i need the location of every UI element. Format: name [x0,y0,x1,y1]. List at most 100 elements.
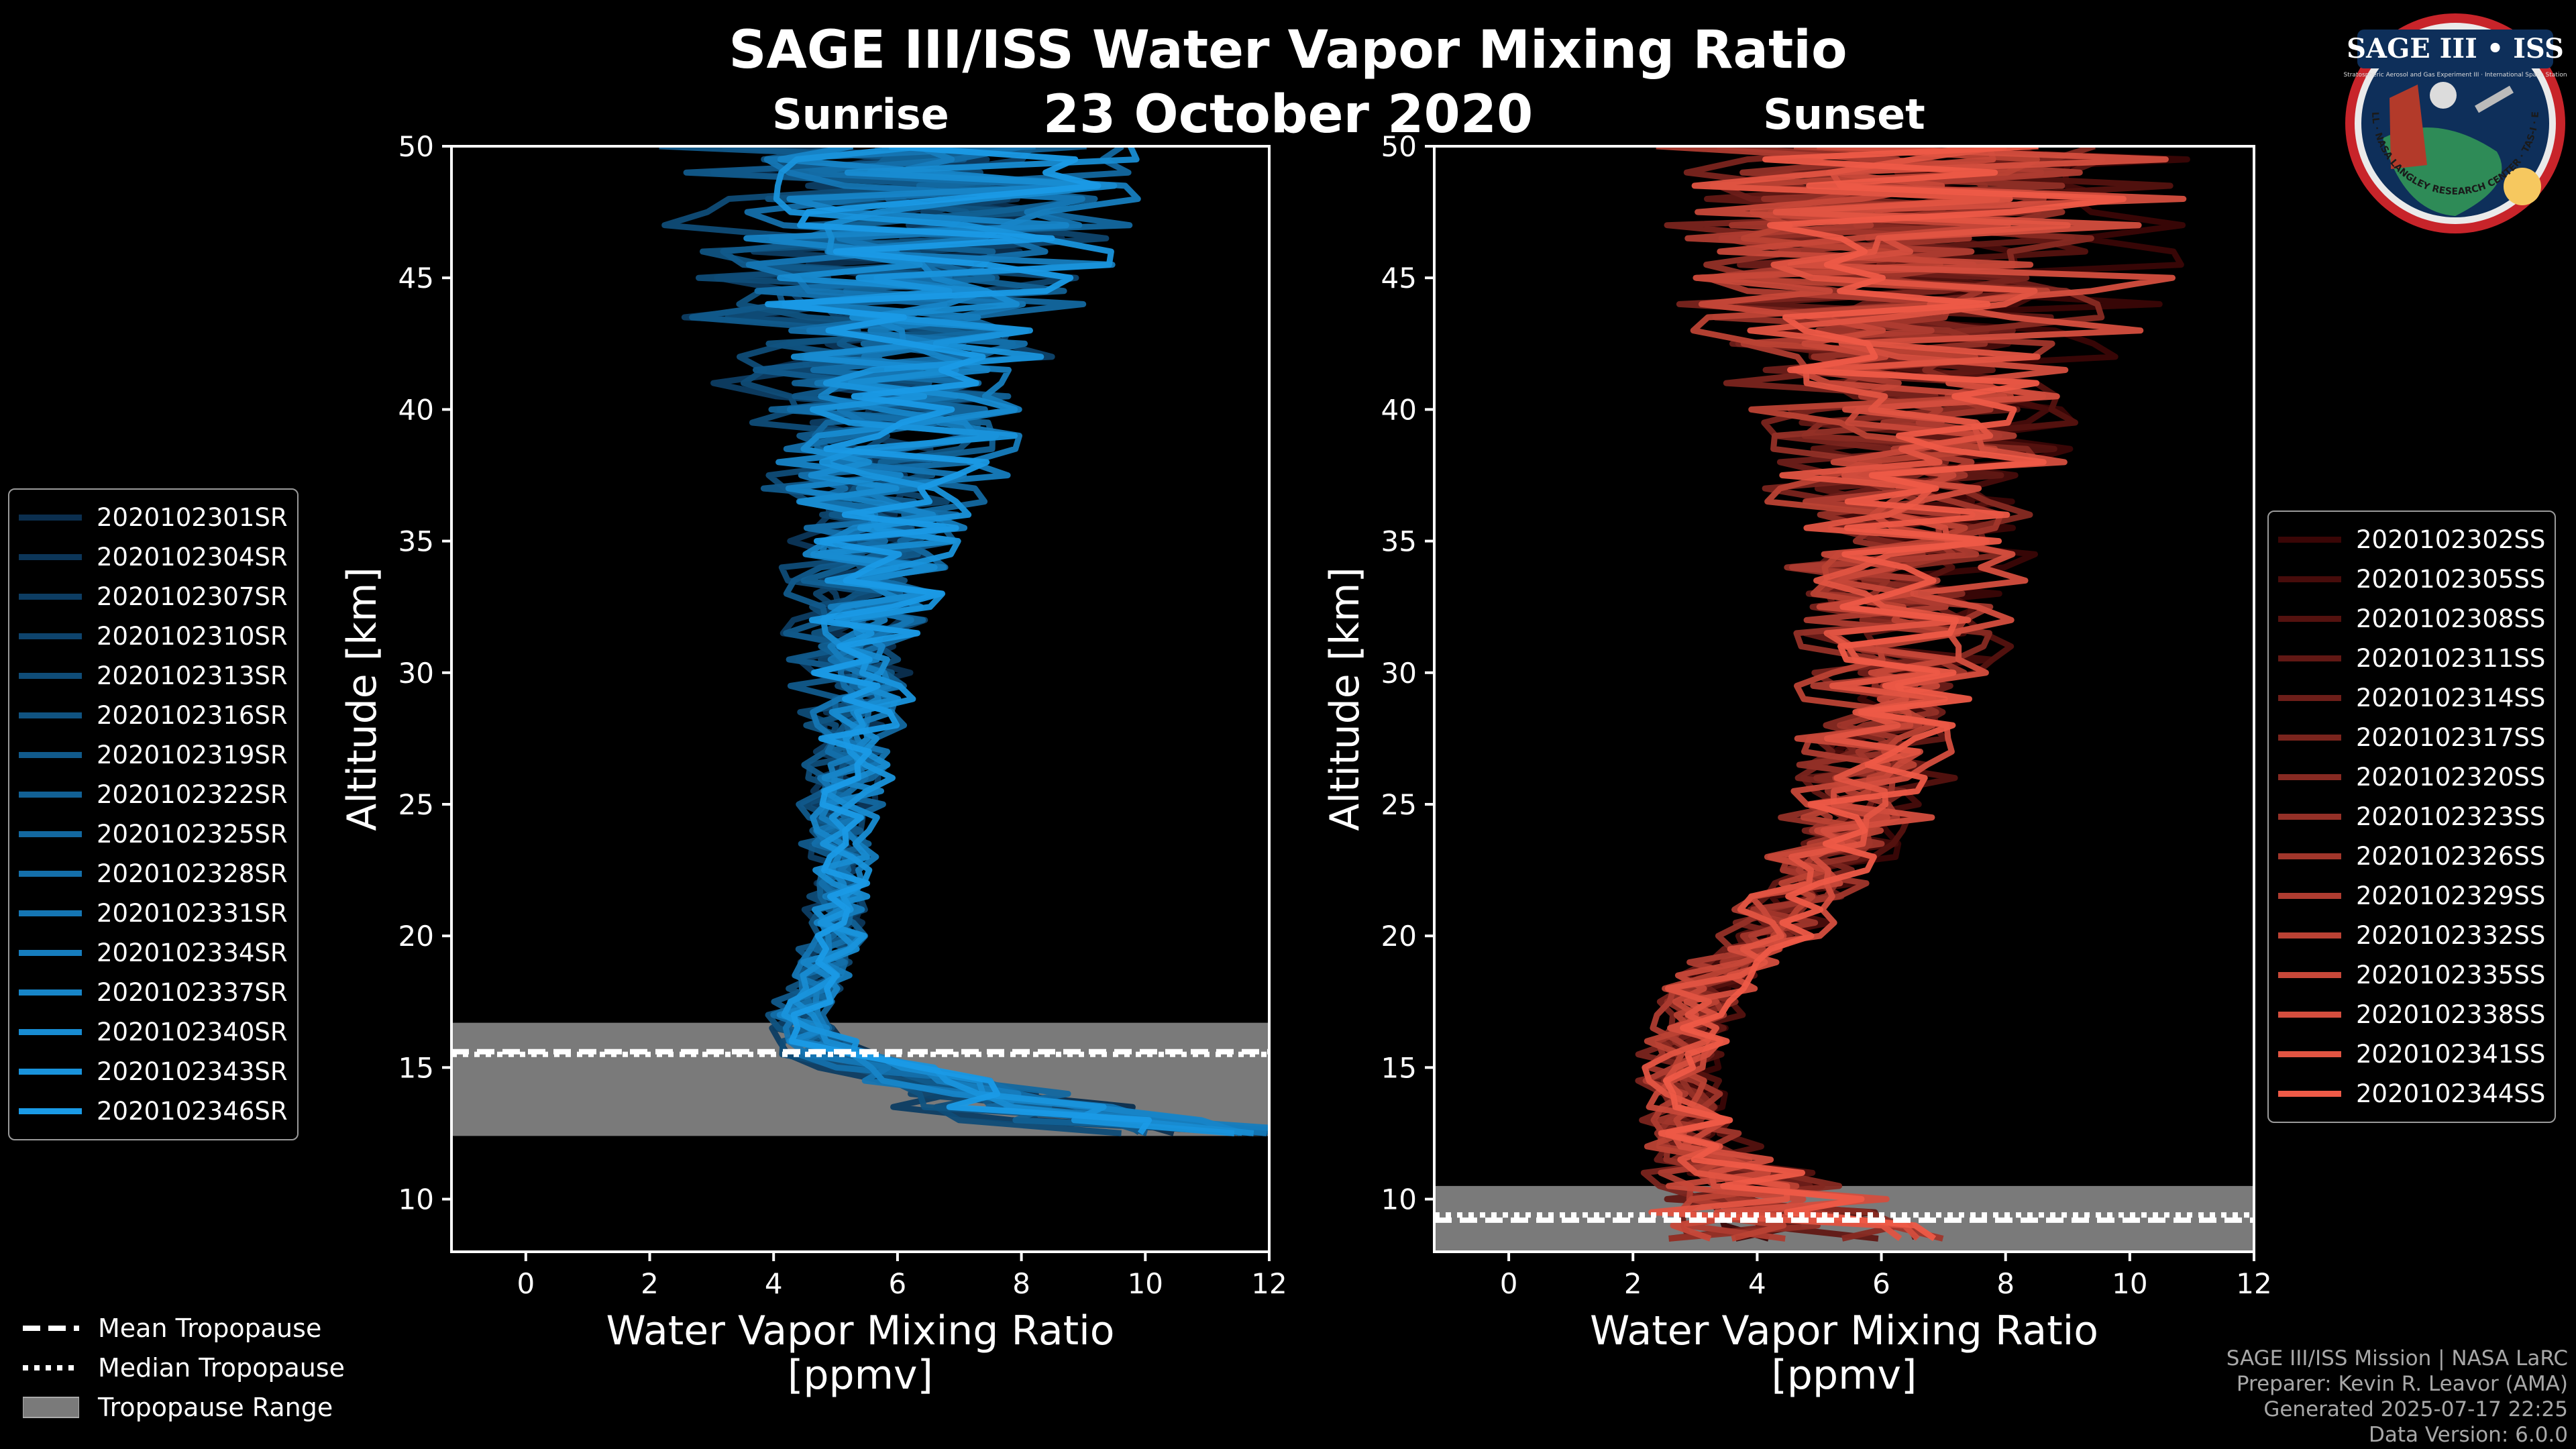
legend-label: 2020102343SR [97,1057,288,1086]
legend-label: 2020102314SS [2356,684,2546,712]
legend-label: 2020102319SR [97,741,288,769]
legend-entry-2020102344SS: 2020102344SS [2278,1074,2545,1114]
legend-entry-2020102334SR: 2020102334SR [19,933,288,973]
legend-label: 2020102311SS [2356,644,2546,673]
sunrise-plot-area [451,146,1269,1136]
legend-swatch [2278,972,2341,978]
legend-label: 2020102325SR [97,820,288,849]
legend-swatch [2278,1012,2341,1018]
legend-swatch [2278,537,2341,543]
legend-entry-2020102301SR: 2020102301SR [19,498,288,537]
sunset-axes-frame [1433,145,2255,1253]
sunset-ytick-label: 25 [1381,788,1417,821]
legend-median-tropopause: Median Tropopause [23,1348,345,1387]
legend-swatch [2278,576,2341,582]
legend-swatch [2278,735,2341,741]
sunrise-profile-2020102340SR [777,146,1254,1136]
sunrise-axes-frame [450,145,1271,1253]
credits-mission: SAGE III/ISS Mission | NASA LaRC [2226,1346,2568,1371]
legend-swatch [19,792,82,798]
legend-entry-2020102305SS: 2020102305SS [2278,559,2545,599]
sunrise-xtick-label: 12 [1251,1267,1287,1300]
sunrise-ytick-label: 50 [398,130,434,163]
legend-entry-2020102302SS: 2020102302SS [2278,520,2545,559]
legend-label: 2020102305SS [2356,565,2546,594]
sunset-profile-2020102332SS [1644,146,2051,1242]
sunset-ytick-label: 15 [1381,1051,1417,1084]
legend-label: 2020102320SS [2356,763,2546,792]
legend-label: 2020102313SR [97,661,288,690]
sunrise-xtick-label: 6 [889,1267,907,1300]
legend-swatch [19,554,82,560]
legend-label: 2020102307SR [97,582,288,611]
sunrise-ytick-label: 25 [398,788,434,821]
legend-entry-2020102319SR: 2020102319SR [19,735,288,775]
legend-swatch [2278,814,2341,820]
sunset-profile-2020102344SS [1658,146,2127,1242]
sunset-xlabel-line-1: [ppmv] [1772,1352,1917,1399]
sunset-xtick-label: 10 [2112,1267,2147,1300]
legend-swatch [19,950,82,956]
legend-label: 2020102301SR [97,503,288,532]
legend-label: 2020102328SR [97,859,288,888]
sunset-ytick-label: 35 [1381,525,1417,558]
sunset-ytick-label: 50 [1381,130,1417,163]
sunrise-profile-2020102319SR [659,146,1148,1136]
sunrise-ylabel: Altitude [km] [339,567,386,831]
legend-swatch [2278,655,2341,661]
legend-swatch [19,673,82,679]
legend-entry-2020102325SR: 2020102325SR [19,814,288,854]
legend-swatch [19,1108,82,1114]
sunset-xtick-label: 4 [1748,1267,1766,1300]
sun-icon [2504,168,2541,205]
legend-label: 2020102332SS [2356,921,2546,950]
legend-entry-2020102346SR: 2020102346SR [19,1091,288,1131]
dashed-line-swatch [23,1325,79,1331]
legend-entry-2020102343SR: 2020102343SR [19,1052,288,1091]
sunrise-profile-2020102346SR [765,146,1152,1135]
legend-label: 2020102326SS [2356,842,2546,871]
sunrise-ytick-label: 30 [398,657,434,690]
legend-entry-2020102313SR: 2020102313SR [19,656,288,696]
legend-entry-2020102314SS: 2020102314SS [2278,678,2545,718]
legend-label: 2020102340SR [97,1018,288,1046]
sunset-ylabel: Altitude [km] [1322,567,1368,831]
legend-entry-2020102329SS: 2020102329SS [2278,876,2545,916]
sunset-xlabel-line-0: Water Vapor Mixing Ratio [1590,1307,2098,1354]
legend-entry-2020102316SR: 2020102316SR [19,696,288,735]
sunrise-legend: 2020102301SR 2020102304SR 2020102307SR 2020… [8,488,299,1140]
legend-entry-2020102335SS: 2020102335SS [2278,955,2545,995]
sunset-xtick-label: 6 [1872,1267,1890,1300]
legend-swatch [2278,774,2341,780]
sunrise-ytick-label: 45 [398,262,434,294]
legend-label: 2020102346SR [97,1097,288,1126]
legend-swatch [19,1069,82,1075]
legend-entry-2020102326SS: 2020102326SS [2278,837,2545,876]
logo-subtitle: Stratospheric Aerosol and Gas Experiment… [2343,72,2567,78]
logo-text: SAGE III • ISS [2347,33,2564,64]
legend-label: 2020102316SR [97,701,288,730]
legend-swatch [2278,853,2341,859]
legend-entry-2020102322SR: 2020102322SR [19,775,288,814]
legend-label: 2020102302SS [2356,525,2546,554]
sunset-legend: 2020102302SS 2020102305SS 2020102308SS 2020… [2267,511,2557,1123]
legend-entry-2020102307SR: 2020102307SR [19,577,288,616]
station-icon [2475,85,2514,113]
legend-mean-tropopause: Mean Tropopause [23,1308,345,1348]
legend-label: 2020102335SS [2356,961,2546,989]
sunset-xtick-label: 12 [2236,1267,2271,1300]
tropopause-range-label: Tropopause Range [98,1392,333,1422]
sunrise-xlabel-line-1: [ppmv] [788,1352,933,1399]
legend-swatch [19,831,82,837]
legend-entry-2020102320SS: 2020102320SS [2278,757,2545,797]
legend-swatch [19,594,82,600]
sunrise-ytick-label: 10 [398,1183,434,1216]
legend-label: 2020102304SR [97,543,288,572]
credits-generated: Generated 2025-07-17 22:25 [2263,1397,2568,1421]
legend-swatch [2278,1051,2341,1057]
sage-iii-iss-logo: SAGE III • ISS Stratospheric Aerosol and… [2343,11,2567,233]
sunrise-ytick-label: 20 [398,920,434,953]
legend-entry-2020102311SS: 2020102311SS [2278,639,2545,678]
sunset-ytick-label: 20 [1381,920,1417,953]
